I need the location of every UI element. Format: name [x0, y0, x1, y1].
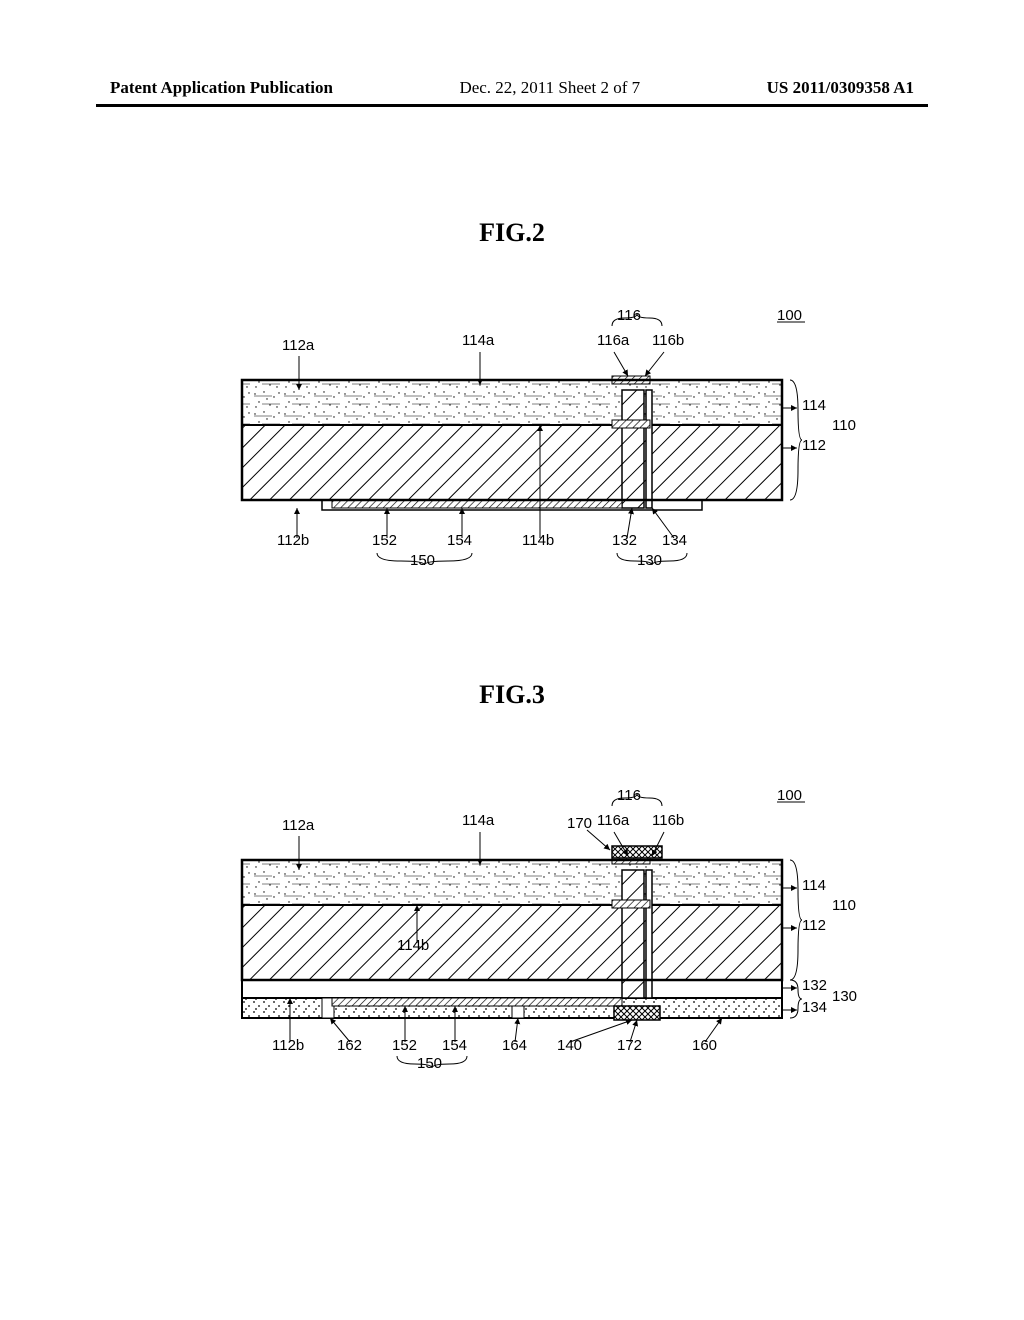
- svg-text:116b: 116b: [652, 332, 684, 349]
- svg-text:116b: 116b: [652, 812, 684, 829]
- svg-text:164: 164: [502, 1037, 527, 1054]
- svg-text:114a: 114a: [462, 812, 495, 829]
- svg-text:112b: 112b: [277, 532, 309, 549]
- figure-2: 100 116 110 112 114 130132 134 150 152 154 112a 114…: [162, 290, 862, 620]
- svg-text:116a: 116a: [597, 812, 630, 829]
- svg-text:150: 150: [417, 1055, 442, 1072]
- svg-text:110: 110: [832, 897, 856, 914]
- svg-text:130: 130: [832, 988, 857, 1005]
- svg-text:110: 110: [832, 417, 856, 434]
- svg-text:116a: 116a: [597, 332, 630, 349]
- svg-text:112a: 112a: [282, 817, 315, 834]
- header-left: Patent Application Publication: [110, 78, 333, 98]
- svg-text:170: 170: [567, 815, 592, 832]
- fig2-label: FIG.2: [0, 218, 1024, 248]
- header-right: US 2011/0309358 A1: [767, 78, 914, 98]
- svg-text:162: 162: [337, 1037, 362, 1054]
- svg-text:114b: 114b: [397, 937, 429, 954]
- figure-3: 1001161101301121141321341401501521541601…: [162, 750, 862, 1130]
- svg-text:134: 134: [802, 999, 827, 1016]
- svg-text:112: 112: [802, 437, 826, 454]
- svg-text:132: 132: [802, 977, 827, 994]
- svg-text:100: 100: [777, 307, 802, 324]
- svg-text:160: 160: [692, 1037, 717, 1054]
- svg-text:114: 114: [802, 877, 826, 894]
- svg-text:172: 172: [617, 1037, 642, 1054]
- svg-text:112b: 112b: [272, 1037, 304, 1054]
- svg-text:100: 100: [777, 787, 802, 804]
- svg-text:112a: 112a: [282, 337, 315, 354]
- svg-text:116: 116: [617, 307, 641, 324]
- svg-text:114: 114: [802, 397, 826, 414]
- svg-text:114b: 114b: [522, 532, 554, 549]
- svg-text:132: 132: [612, 532, 637, 549]
- svg-text:154: 154: [447, 532, 472, 549]
- svg-text:134: 134: [662, 532, 687, 549]
- header-mid: Dec. 22, 2011 Sheet 2 of 7: [459, 78, 640, 98]
- svg-text:150: 150: [410, 552, 435, 569]
- header-rule: [96, 104, 928, 107]
- svg-text:116: 116: [617, 787, 641, 804]
- svg-text:112: 112: [802, 917, 826, 934]
- svg-text:152: 152: [372, 532, 397, 549]
- svg-text:130: 130: [637, 552, 662, 569]
- svg-text:114a: 114a: [462, 332, 495, 349]
- fig3-label: FIG.3: [0, 680, 1024, 710]
